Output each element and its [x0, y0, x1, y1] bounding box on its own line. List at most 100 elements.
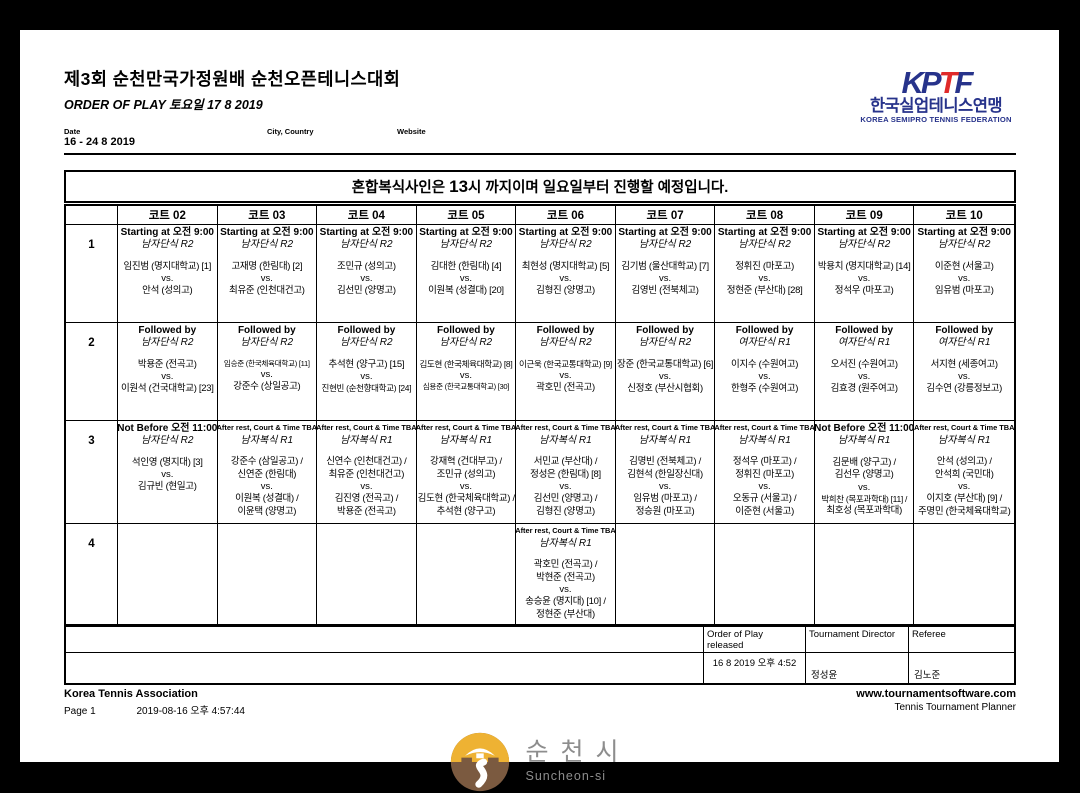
match-cell: Followed by 남자단식 R2 박용준 (전곡고) vs. 이원석 (건국대학교…	[118, 323, 218, 421]
match-player: 정현준 (부산대) [28]	[726, 285, 803, 297]
match-time: Followed by	[437, 325, 495, 336]
release-strip: Order of Play released Tournament Direct…	[64, 626, 1016, 685]
match-player: 임유범 (마포고)	[934, 285, 994, 297]
footer-software-name: Tennis Tournament Planner	[894, 701, 1016, 713]
suncheon-logo: 순천시 Suncheon-si	[64, 731, 1016, 793]
match-side-2: 김영빈 (전북체고)	[617, 285, 714, 298]
match-side-2: 김효경 (원주여고)	[816, 383, 913, 396]
date-value: 16 - 24 8 2019	[64, 136, 135, 148]
match-player: 김현석 (한일장신대)	[627, 468, 703, 480]
court-header: 코트 06	[516, 206, 616, 225]
match-player: 서지현 (세종여고)	[930, 358, 998, 370]
match-side-1: 고재명 (한림대) [2]	[219, 261, 316, 274]
match-player: 김규빈 (현일고)	[137, 481, 197, 493]
match-side-1: 이근욱 (한국교통대학교) [9]	[517, 359, 614, 370]
match-vs: vs.	[459, 369, 472, 381]
match-event: 남자단식 R2	[837, 239, 891, 250]
match-player: 김선우 (양명고)	[834, 469, 894, 481]
match-player: 정석우 (마포고) /	[732, 456, 797, 468]
match-side-1: 김도현 (한국체육대학교) [8]	[418, 359, 515, 370]
match-player: 추석현 (양구고) [15]	[328, 358, 405, 370]
match-player: 조민규 (성의고)	[436, 468, 496, 480]
match-time: After rest, Court & Time TBA	[516, 526, 616, 535]
match-player: 이준현 (서울고)	[735, 506, 794, 518]
match-cell: Not Before 오전 11:00 남자단식 R2 석인영 (명지대) [3] v…	[118, 421, 218, 524]
match-player: 강준수 (상일공고)	[233, 380, 301, 392]
match-player: 김명빈 (전북체고) /	[629, 456, 701, 468]
match-player: 서민교 (부산대) /	[533, 456, 598, 468]
match-side-1: 박용치 (명지대학교) [14]	[816, 261, 913, 274]
match-cell: After rest, Court & Time TBA 남자복식 R1 강재혁 (…	[416, 421, 517, 524]
court-header: 코트 02	[118, 206, 218, 225]
match-time: Starting at 오전 9:00	[917, 227, 1011, 238]
match-side-2: 김선민 (양명고)	[318, 285, 415, 298]
match-side-1: 장준 (한국교통대학교) [6]	[617, 359, 713, 372]
match-player: 정성은 (한림대) [8]	[530, 468, 601, 480]
match-player: 박용치 (명지대학교) [14]	[817, 260, 911, 272]
match-side-1: 임승준 (한국체육대학교) [11]	[219, 359, 316, 369]
match-side-1: 서민교 (부산대) / 정성은 (한림대) [8]	[517, 456, 614, 481]
match-player: 김진영 (전곡고) /	[334, 493, 399, 505]
match-player: 정석우 (마포고)	[834, 285, 894, 297]
match-vs: vs.	[858, 273, 871, 285]
match-vs: vs.	[459, 481, 472, 493]
match-player: 강재혁 (건대부고) /	[430, 456, 502, 468]
release-director-label: Tournament Director	[805, 626, 908, 653]
match-side-2: 오동규 (서울고) / 이준현 (서울고)	[716, 493, 813, 518]
match-event: 남자단식 R2	[638, 337, 692, 348]
match-event: 남자복식 R1	[837, 435, 891, 446]
match-side-2: 진현빈 (순천향대학교) [24]	[318, 383, 415, 394]
match-cell: After rest, Court & Time TBA 남자복식 R1 서민교 (…	[516, 421, 616, 524]
match-event: 남자단식 R2	[141, 239, 194, 250]
match-side-1: 이준현 (서울고)	[915, 261, 1013, 274]
match-player: 김도현 (한국체육대학교) /	[417, 493, 515, 505]
kptf-logo: KPTF 한국실업테니스연맹 KOREA SEMIPRO TENNIS FEDE…	[856, 67, 1016, 124]
match-player: 김선민 (양명고)	[337, 285, 396, 297]
schedule-table: 코트 02 코트 03 코트 04 코트 05 코트 06 코트 07 코트 08 코트 09…	[64, 204, 1016, 627]
court-header: 코트 05	[416, 206, 517, 225]
match-vs: vs.	[559, 481, 572, 493]
match-side-2: 이원복 (성결대) / 이윤택 (양명고)	[219, 493, 316, 518]
match-event: 남자단식 R2	[141, 337, 194, 348]
match-side-2: 한형주 (수원여고)	[716, 383, 813, 396]
match-event: 여자단식 R1	[738, 337, 791, 348]
match-player: 이지호 (부산대) [9] /	[926, 493, 1003, 505]
match-side-1: 강준수 (삼일공고) / 신연준 (한림대)	[219, 456, 316, 481]
match-player: 오동규 (서울고) /	[732, 493, 797, 505]
match-event: 남자단식 R2	[938, 239, 991, 250]
match-player: 정휘진 (마포고)	[735, 468, 794, 480]
match-cell: Followed by 남자단식 R2 이근욱 (한국교통대학교) [9] vs. 곽호…	[516, 323, 616, 421]
match-event: 남자단식 R2	[240, 239, 294, 250]
match-side-2: 임유범 (마포고) / 정승원 (마포고)	[617, 493, 714, 518]
match-side-2: 박희찬 (목포과학대) [11] / 최호성 (목포과학대)	[816, 494, 913, 518]
match-side-1: 서지현 (세종여고)	[915, 359, 1013, 372]
release-released-label: Order of Play released	[703, 626, 805, 653]
match-cell: Followed by 여자단식 R1 이지수 (수원여고) vs. 한형주 (수원여고…	[715, 323, 815, 421]
match-player: 송승윤 (명지대) [10] /	[525, 596, 606, 608]
match-side-1: 김문배 (양구고) / 김선우 (양명고)	[816, 457, 913, 482]
match-time: After rest, Court & Time TBA	[914, 423, 1014, 432]
match-side-2: 송승윤 (명지대) [10] / 정현준 (부산대)	[517, 596, 614, 621]
notice-banner: 혼합복식사인은 13시 까지이며 일요일부터 진행할 예정입니다.	[64, 170, 1016, 203]
match-vs: vs.	[758, 371, 771, 383]
match-side-1: 추석현 (양구고) [15]	[318, 359, 415, 372]
footer-right: www.tournamentsoftware.com Tennis Tourna…	[856, 688, 1016, 717]
match-side-2: 정현준 (부산대) [28]	[716, 285, 813, 298]
match-event: 남자단식 R2	[539, 337, 592, 348]
court-header: 코트 03	[217, 206, 318, 225]
match-player: 김도현 (한국체육대학교) [8]	[419, 358, 513, 369]
court-header: 코트 10	[914, 206, 1014, 225]
match-side-1: 김명빈 (전북체고) / 김현석 (한일장신대)	[617, 456, 714, 481]
match-time: Starting at 오전 9:00	[220, 227, 314, 238]
court-header: 코트 07	[615, 206, 716, 225]
match-time: Starting at 오전 9:00	[419, 227, 513, 238]
match-event: 남자단식 R2	[240, 337, 294, 348]
match-side-1: 정석우 (마포고) / 정휘진 (마포고)	[716, 456, 813, 481]
match-time: After rest, Court & Time TBA	[317, 423, 417, 432]
match-player: 김효경 (원주여고)	[830, 383, 898, 395]
match-side-2: 신정호 (부산시협회)	[617, 383, 714, 396]
match-player: 곽호민 (전곡고)	[536, 382, 595, 394]
match-vs: vs.	[958, 371, 971, 383]
match-cell	[615, 524, 716, 625]
match-vs: vs.	[658, 481, 672, 493]
